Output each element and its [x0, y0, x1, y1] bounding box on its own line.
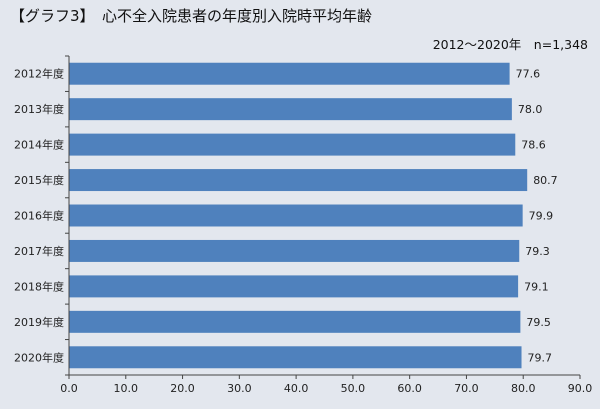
x-tick-label-80: 80.0 [511, 382, 536, 395]
data-label-2016年度: 79.9 [529, 210, 554, 223]
chart-subtitle: 2012～2020年 n=1,348 [432, 37, 588, 52]
category-label-2012年度: 2012年度 [14, 67, 64, 81]
category-label-2016年度: 2016年度 [14, 209, 64, 223]
bar-2015年度 [69, 169, 528, 192]
x-tick-label-20: 20.0 [170, 382, 195, 395]
bar-2016年度 [69, 204, 523, 227]
data-label-2012年度: 77.6 [516, 68, 541, 81]
bar-2020年度 [69, 346, 522, 369]
data-label-2013年度: 78.0 [518, 103, 543, 116]
x-tick-label-30: 30.0 [227, 382, 252, 395]
data-label-2019年度: 79.5 [526, 316, 551, 329]
bar-2018年度 [69, 275, 519, 298]
bar-2014年度 [69, 133, 516, 156]
data-label-2015年度: 80.7 [533, 174, 558, 187]
data-label-2018年度: 79.1 [524, 280, 549, 293]
category-label-2014年度: 2014年度 [14, 138, 64, 152]
x-tick-label-90: 90.0 [568, 382, 593, 395]
category-label-2013年度: 2013年度 [14, 102, 64, 116]
category-label-2017年度: 2017年度 [14, 244, 64, 258]
x-tick-label-50: 50.0 [341, 382, 366, 395]
x-tick-label-0: 0.0 [60, 382, 78, 395]
data-label-2017年度: 79.3 [525, 245, 550, 258]
x-tick-label-40: 40.0 [284, 382, 309, 395]
category-label-2020年度: 2020年度 [14, 350, 64, 364]
category-label-2019年度: 2019年度 [14, 315, 64, 329]
x-tick-label-10: 10.0 [114, 382, 139, 395]
bar-2017年度 [69, 239, 520, 262]
chart-title: 【グラフ3】 心不全入院患者の年度別入院時平均年齢 [10, 7, 373, 25]
x-tick-label-70: 70.0 [454, 382, 479, 395]
data-label-2014年度: 78.6 [521, 139, 546, 152]
data-label-2020年度: 79.7 [528, 351, 553, 364]
bar-2013年度 [69, 98, 512, 121]
bar-2012年度 [69, 62, 510, 85]
x-tick-label-60: 60.0 [397, 382, 422, 395]
category-label-2018年度: 2018年度 [14, 279, 64, 293]
bar-2019年度 [69, 310, 521, 333]
category-label-2015年度: 2015年度 [14, 173, 64, 187]
